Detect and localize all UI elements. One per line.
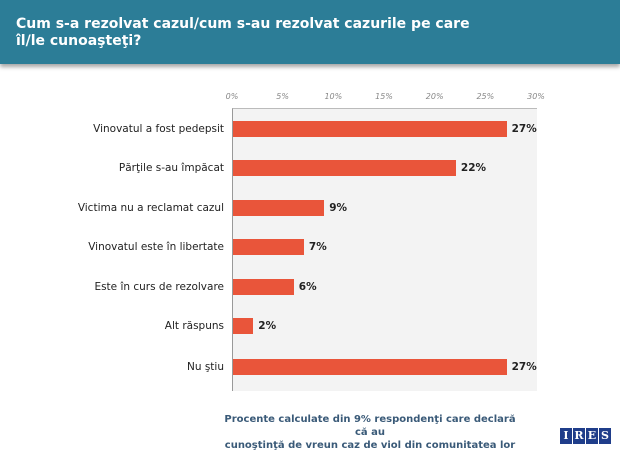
logo-letter: I (560, 428, 572, 444)
category-label: Este în curs de rezolvare (94, 281, 224, 293)
bar (233, 279, 294, 295)
footnote-line-2: cunoştinţă de vreun caz de viol din comu… (224, 440, 516, 451)
footnote-line-1: Procente calculate din 9% respondenţi ca… (224, 414, 516, 438)
x-tick-label: 0% (225, 92, 239, 101)
bar (233, 160, 456, 176)
data-label: 2% (258, 320, 277, 332)
data-label: 7% (308, 241, 327, 253)
data-label: 27% (511, 123, 537, 135)
header-banner: Cum s-a rezolvat cazul/cum s-au rezolvat… (0, 0, 620, 64)
bar (233, 359, 507, 375)
data-label: 6% (298, 281, 317, 293)
category-label: Părţile s-au împăcat (118, 162, 224, 174)
bar (233, 121, 507, 137)
category-label: Victima nu a reclamat cazul (77, 202, 224, 214)
bar (233, 318, 254, 334)
x-tick-label: 10% (324, 92, 343, 101)
x-tick-label: 20% (425, 92, 444, 101)
bar (233, 239, 304, 255)
category-label: Nu ştiu (186, 361, 224, 373)
category-label: Vinovatul a fost pedepsit (93, 123, 224, 135)
data-label: 22% (460, 162, 487, 174)
bar (233, 200, 325, 216)
data-label: 27% (511, 361, 537, 373)
x-tick-label: 30% (527, 92, 545, 101)
footnote: Procente calculate din 9% respondenţi ca… (220, 413, 520, 452)
category-label: Alt răspuns (164, 320, 224, 332)
data-label: 9% (329, 202, 348, 214)
logo-letter: S (599, 428, 611, 444)
x-tick-label: 25% (476, 92, 495, 101)
category-label: Vinovatul este în libertate (88, 241, 224, 253)
logo-letter: E (586, 428, 598, 444)
logo-letter: R (573, 428, 585, 444)
x-tick-label: 5% (276, 92, 290, 101)
page-title: Cum s-a rezolvat cazul/cum s-au rezolvat… (16, 16, 470, 49)
x-tick-label: 15% (375, 92, 393, 101)
